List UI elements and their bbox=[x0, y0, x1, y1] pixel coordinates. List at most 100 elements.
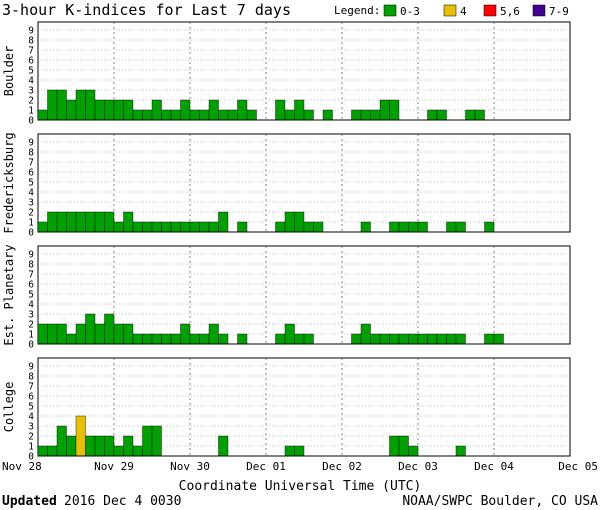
kindex-bar bbox=[142, 109, 153, 121]
kindex-bar bbox=[322, 109, 333, 121]
kindex-bar bbox=[474, 109, 485, 121]
y-tick-label: 0 bbox=[28, 228, 34, 239]
y-tick-label: 6 bbox=[28, 168, 34, 179]
kindex-bar bbox=[389, 435, 400, 457]
kindex-bar bbox=[218, 435, 229, 457]
legend-label: Legend: bbox=[334, 4, 380, 17]
x-tick-label: Dec 03 bbox=[398, 460, 438, 473]
kindex-bar bbox=[66, 333, 77, 345]
y-tick-label: 9 bbox=[28, 250, 34, 261]
kindex-bar bbox=[417, 221, 428, 233]
kindex-bar bbox=[379, 99, 390, 121]
kindex-bar bbox=[85, 435, 96, 457]
kindex-bar bbox=[123, 323, 134, 345]
kindex-bar bbox=[94, 211, 105, 233]
legend-swatch bbox=[443, 4, 457, 17]
y-tick-label: 2 bbox=[28, 320, 34, 331]
kindex-bar bbox=[284, 445, 295, 457]
x-axis-ticks: Nov 28 Nov 29 Nov 30 Dec 01 Dec 02 Dec 03 Dec … bbox=[2, 460, 598, 473]
kindex-bar bbox=[142, 333, 153, 345]
kindex-bar bbox=[85, 211, 96, 233]
kindex-bar bbox=[303, 333, 314, 345]
kindex-bar bbox=[493, 333, 504, 345]
y-tick-label: 5 bbox=[28, 402, 34, 413]
kindex-bar bbox=[113, 99, 124, 121]
kindex-bar bbox=[275, 221, 286, 233]
kindex-bar bbox=[132, 333, 143, 345]
kindex-bar bbox=[389, 221, 400, 233]
y-tick-label: 4 bbox=[28, 300, 34, 311]
y-tick-label: 4 bbox=[28, 76, 34, 87]
y-tick-label: 3 bbox=[28, 198, 34, 209]
y-tick-label: 1 bbox=[28, 442, 34, 453]
kindex-bar bbox=[151, 333, 162, 345]
kindex-bar bbox=[170, 333, 181, 345]
y-tick-label: 8 bbox=[28, 260, 34, 271]
legend-swatch bbox=[483, 4, 497, 17]
kindex-bar bbox=[56, 323, 67, 345]
kindex-bar bbox=[246, 109, 257, 121]
kindex-bar bbox=[446, 221, 457, 233]
y-tick-label: 7 bbox=[28, 270, 34, 281]
kindex-bar bbox=[94, 99, 105, 121]
kindex-bar bbox=[389, 99, 400, 121]
panel-label: Est. Planetary bbox=[2, 244, 16, 345]
kindex-bar bbox=[303, 221, 314, 233]
kindex-bar bbox=[151, 99, 162, 121]
kindex-bar bbox=[351, 333, 362, 345]
kindex-bar bbox=[294, 445, 305, 457]
kindex-bar bbox=[218, 333, 229, 345]
kindex-bar bbox=[161, 333, 172, 345]
y-tick-label: 1 bbox=[28, 330, 34, 341]
kindex-bar bbox=[398, 333, 409, 345]
kindex-bar bbox=[104, 435, 115, 457]
kindex-bar bbox=[218, 211, 229, 233]
y-tick-label: 3 bbox=[28, 86, 34, 97]
panels: 0123456789Boulder0123456789Fredericksbur… bbox=[2, 21, 571, 463]
kindex-bar bbox=[208, 323, 219, 345]
y-tick-label: 2 bbox=[28, 208, 34, 219]
y-tick-label: 9 bbox=[28, 138, 34, 149]
y-tick-label: 6 bbox=[28, 56, 34, 67]
kindex-bar bbox=[284, 211, 295, 233]
kindex-bar bbox=[56, 425, 67, 457]
kindex-bar bbox=[132, 109, 143, 121]
kindex-bar bbox=[417, 333, 428, 345]
kindex-bar bbox=[294, 333, 305, 345]
kindex-bar bbox=[455, 221, 466, 233]
kindex-bar bbox=[66, 99, 77, 121]
kindex-bar bbox=[180, 323, 191, 345]
y-tick-label: 7 bbox=[28, 46, 34, 57]
y-tick-label: 6 bbox=[28, 392, 34, 403]
kindex-bar bbox=[189, 109, 200, 121]
kindex-bar bbox=[94, 323, 105, 345]
kindex-bar bbox=[427, 333, 438, 345]
kindex-bar bbox=[484, 333, 495, 345]
kindex-bar bbox=[208, 221, 219, 233]
kindex-bar bbox=[408, 333, 419, 345]
kindex-bar bbox=[455, 333, 466, 345]
kindex-bar bbox=[47, 211, 58, 233]
y-tick-label: 9 bbox=[28, 362, 34, 373]
panel-label: Boulder bbox=[2, 46, 16, 97]
kindex-bar bbox=[284, 323, 295, 345]
y-tick-label: 5 bbox=[28, 66, 34, 77]
kindex-bar bbox=[370, 333, 381, 345]
kindex-bar bbox=[85, 89, 96, 121]
legend-item-label: 5,6 bbox=[500, 5, 520, 18]
y-tick-label: 0 bbox=[28, 452, 34, 463]
kindex-bar bbox=[151, 221, 162, 233]
kindex-bar bbox=[56, 211, 67, 233]
updated-label: Updated bbox=[2, 494, 57, 509]
kindex-bar bbox=[75, 211, 86, 233]
x-axis-label: Coordinate Universal Time (UTC) bbox=[179, 479, 422, 494]
y-tick-label: 7 bbox=[28, 158, 34, 169]
kindex-bar bbox=[151, 425, 162, 457]
kindex-bar bbox=[180, 99, 191, 121]
kindex-bar bbox=[75, 323, 86, 345]
kindex-bar bbox=[484, 221, 495, 233]
